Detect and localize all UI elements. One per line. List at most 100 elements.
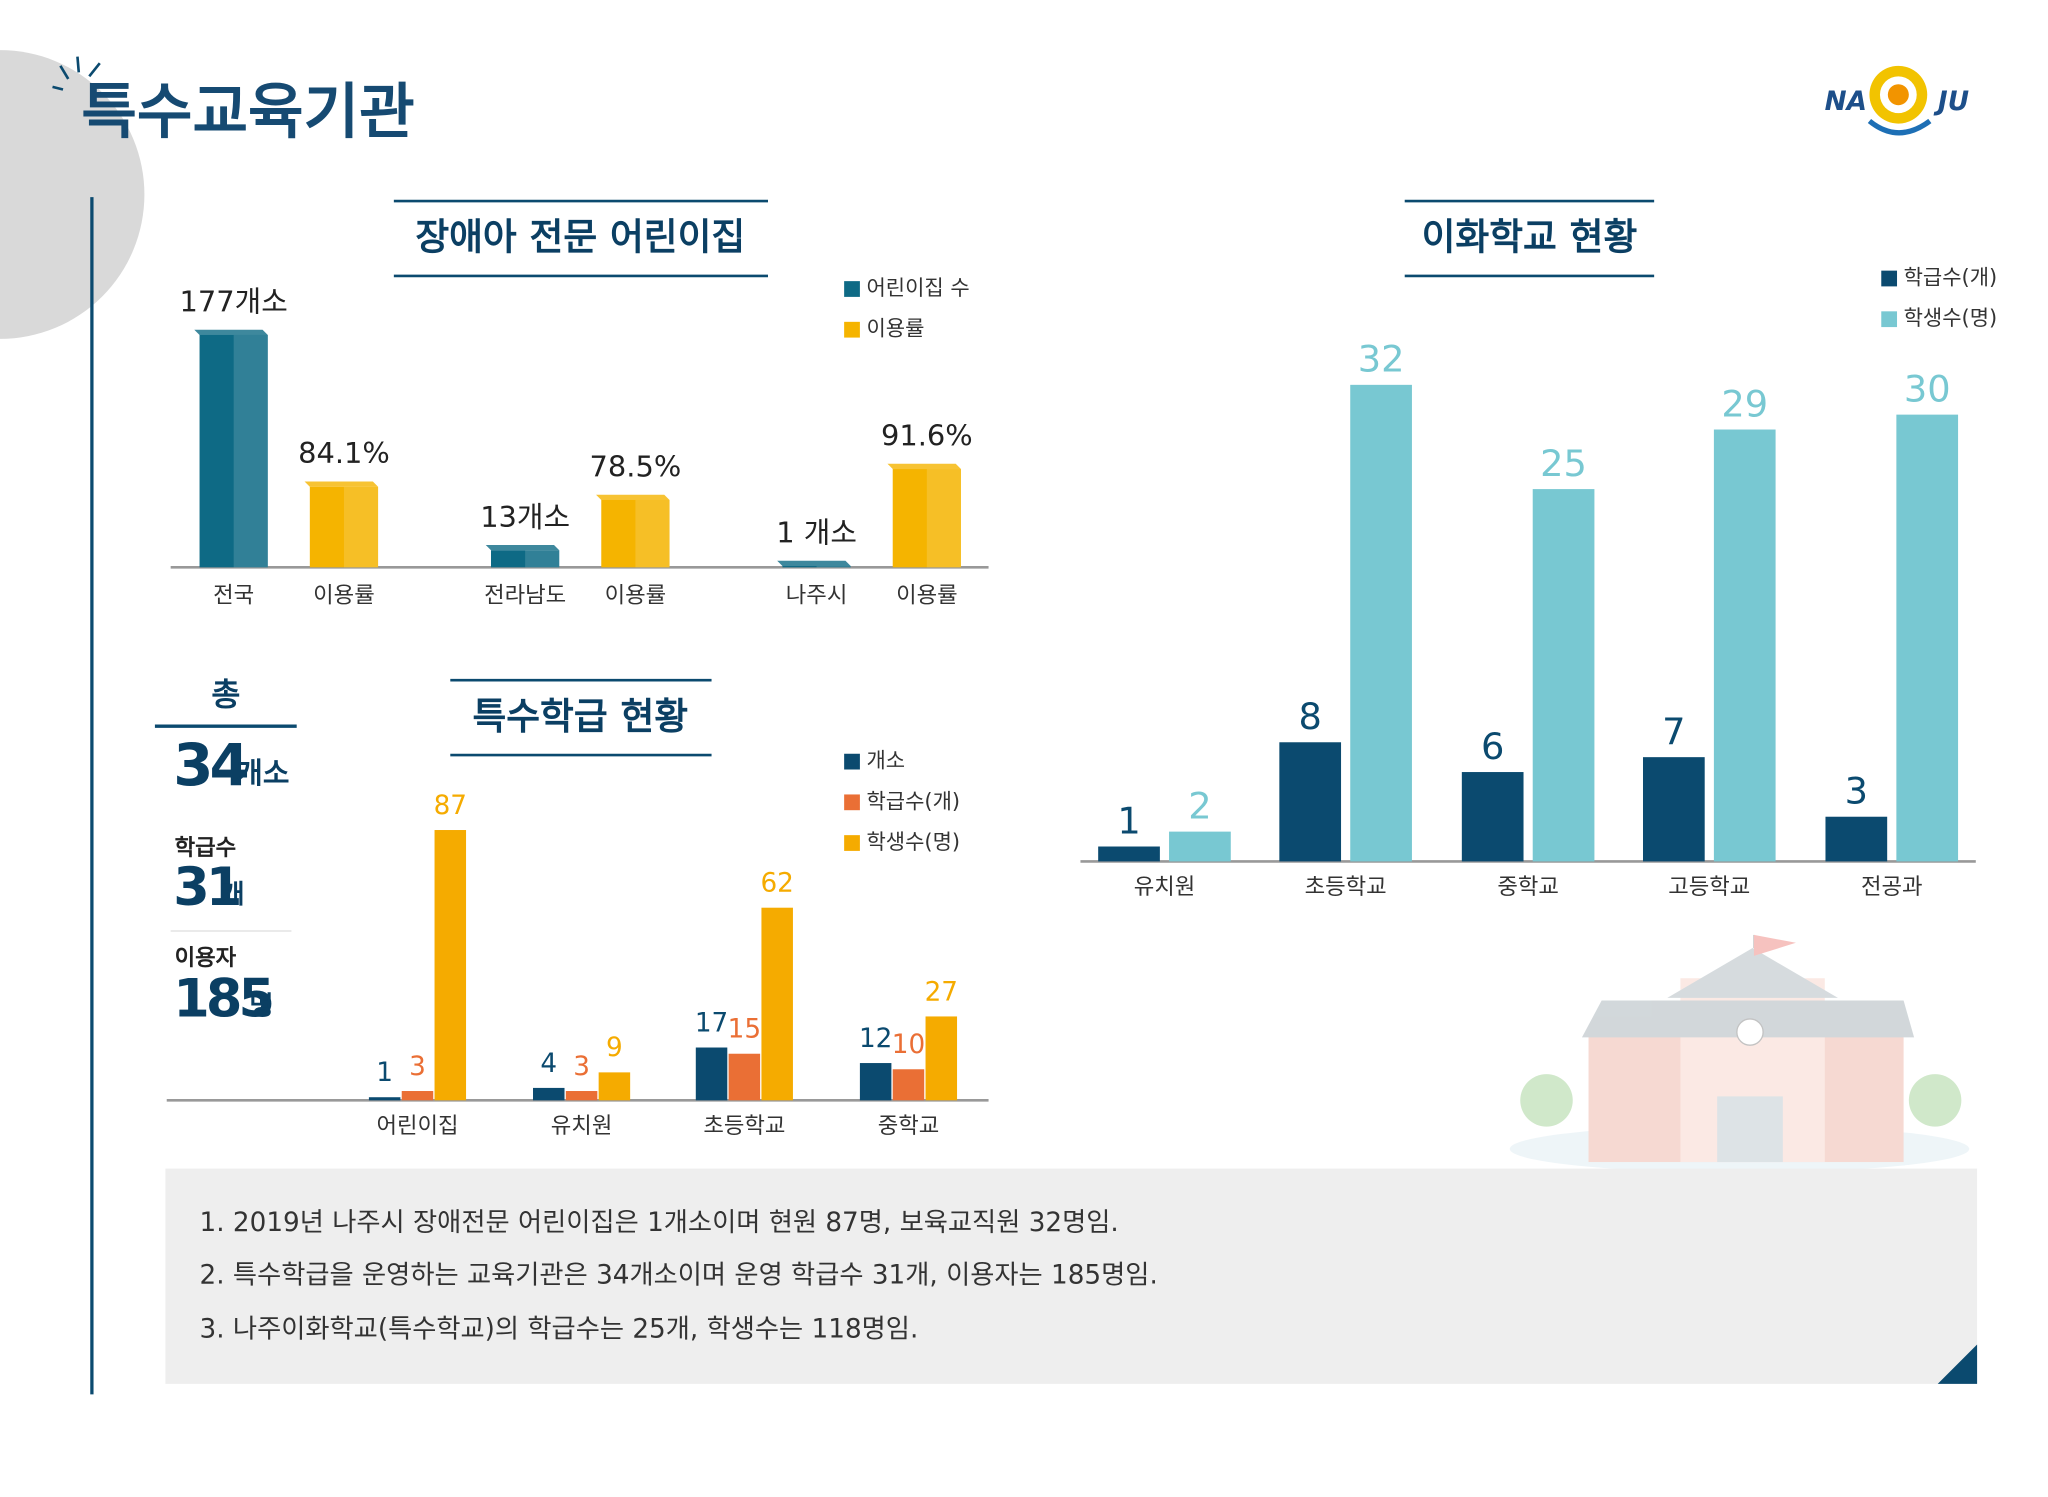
value-label: 3: [409, 1052, 426, 1082]
legend-swatch: [1881, 311, 1898, 328]
bar: [434, 830, 467, 1101]
value-label: 6: [1481, 725, 1504, 768]
x-tick-label: 이용률: [896, 583, 958, 609]
bar: [925, 1016, 958, 1101]
value-label: 17: [695, 1008, 728, 1038]
x-tick-label: 나주시: [786, 583, 848, 609]
value-label: 12: [859, 1024, 892, 1054]
bar: [368, 1097, 401, 1101]
value-label: 10: [892, 1030, 925, 1060]
x-tick-label: 전공과: [1861, 874, 1923, 900]
x-tick-label: 유치원: [1134, 874, 1196, 900]
bar: [761, 907, 793, 1101]
bar: [1713, 429, 1776, 862]
value-label: 15: [728, 1015, 761, 1045]
value-label: 87: [434, 791, 467, 821]
summary-label: 이용자: [175, 945, 237, 971]
x-tick-label: 중학교: [1497, 874, 1559, 900]
bar-top: [596, 494, 670, 500]
summary-unit: 명: [249, 992, 273, 1022]
bar: [598, 1072, 631, 1101]
bar-side: [525, 550, 560, 568]
x-tick-label: 이용률: [605, 583, 667, 609]
bar: [1532, 489, 1595, 862]
legend-label: 이용률: [866, 317, 924, 341]
value-label: 8: [1298, 695, 1321, 738]
legend-swatch: [844, 753, 860, 770]
bar-top: [887, 463, 961, 470]
value-label: 177개소: [180, 284, 288, 318]
summary-unit: 개소: [236, 756, 289, 790]
bar: [1825, 816, 1888, 862]
bar: [728, 1053, 761, 1101]
bar: [601, 499, 670, 568]
bar: [1350, 384, 1412, 862]
value-label: 3: [1845, 770, 1868, 813]
logo-ring: [1887, 84, 1909, 106]
note: 3. 나주이화학교(특수학교)의 학급수는 25개, 학생수는 118명임.: [200, 1315, 919, 1345]
legend-label: 학생수(명): [1904, 306, 1998, 330]
value-label: 27: [925, 977, 958, 1007]
legend-swatch: [844, 835, 860, 851]
bar-side: [926, 469, 961, 568]
x-tick-label: 고등학교: [1668, 874, 1750, 900]
value-label: 25: [1540, 442, 1587, 485]
legend-swatch: [844, 794, 860, 811]
legend-swatch: [844, 321, 860, 338]
bar: [782, 566, 851, 568]
summary-label: 총: [211, 677, 240, 713]
note: 1. 2019년 나주시 장애전문 어린이집은 1개소이며 현원 87명, 보육…: [200, 1208, 1119, 1238]
logo-text: JU: [1933, 87, 1969, 117]
value-label: 1 개소: [776, 516, 857, 550]
value-label: 91.6%: [881, 419, 973, 453]
bar-top: [304, 481, 379, 487]
x-tick-label: 전국: [213, 583, 254, 609]
value-label: 13개소: [480, 500, 570, 534]
value-label: 3: [573, 1052, 590, 1082]
bar: [892, 1069, 925, 1101]
bar-side: [816, 566, 851, 568]
bar: [1461, 772, 1524, 862]
bar: [1169, 831, 1231, 862]
summary-value: 185: [173, 969, 271, 1030]
value-label: 78.5%: [590, 449, 682, 483]
legend-label: 학급수(개): [866, 789, 960, 813]
bar: [533, 1087, 565, 1101]
bar: [1279, 742, 1342, 862]
bar: [695, 1047, 728, 1101]
summary-unit: 개: [221, 880, 245, 910]
logo: NA JU: [1825, 65, 1969, 136]
bar-side: [233, 334, 268, 568]
bar: [1642, 757, 1705, 862]
logo-wave: [1867, 118, 1932, 136]
value-label: 7: [1662, 710, 1685, 753]
value-label: 62: [760, 869, 793, 899]
page-title: 특수교육기관: [81, 77, 414, 147]
bar-side: [635, 499, 670, 568]
bar-side: [343, 486, 379, 568]
chart-title: 이화학교 현황: [1422, 216, 1638, 259]
logo-text: NA: [1825, 87, 1867, 117]
legend-swatch: [844, 281, 860, 297]
summary-value: 31: [173, 857, 239, 918]
value-label: 29: [1721, 382, 1768, 425]
chart-title: 장애아 전문 어린이집: [415, 216, 745, 259]
x-tick-label: 어린이집: [376, 1113, 458, 1139]
bar: [490, 550, 560, 568]
notes-box: [165, 1168, 1978, 1384]
value-label: 30: [1904, 368, 1951, 411]
bar: [1098, 846, 1160, 862]
x-tick-label: 이용률: [313, 583, 375, 609]
bar-top: [194, 329, 268, 335]
bar-top: [777, 560, 851, 567]
legend-label: 어린이집 수: [866, 276, 969, 300]
bar: [199, 334, 268, 568]
bar: [859, 1063, 892, 1101]
value-label: 2: [1188, 784, 1211, 827]
summary-value: 34: [173, 731, 247, 799]
x-tick-label: 초등학교: [703, 1113, 785, 1139]
x-tick-label: 전라남도: [484, 583, 566, 609]
summary-label: 학급수: [175, 835, 237, 861]
value-label: 9: [606, 1033, 623, 1063]
